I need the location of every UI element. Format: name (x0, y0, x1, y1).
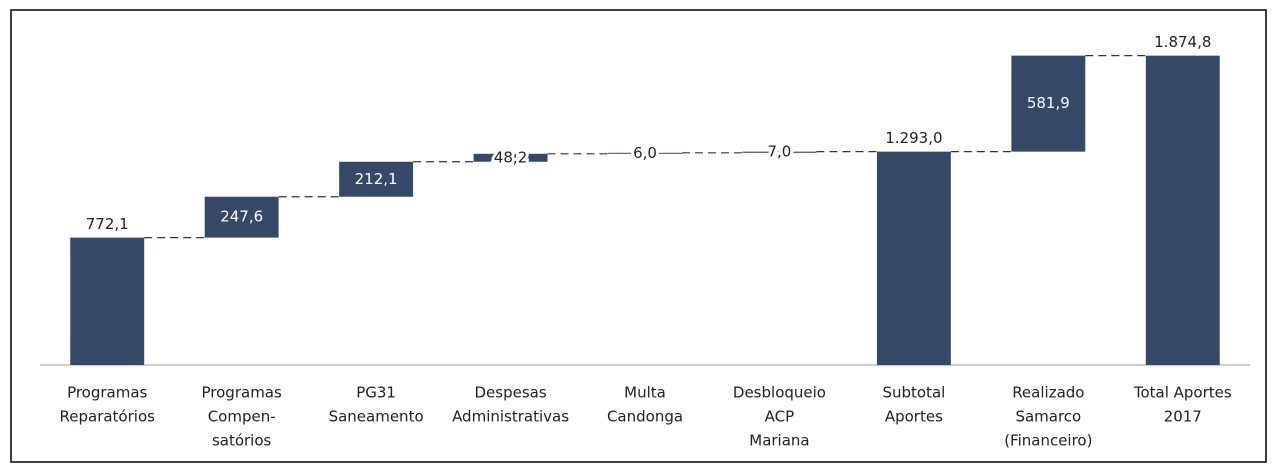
x-tick-label: satórios (212, 432, 272, 450)
x-tick-label: Saneamento (329, 408, 424, 426)
x-tick-label: ACP (765, 408, 795, 426)
x-tick-label: Multa (624, 384, 666, 402)
bar (1145, 55, 1220, 366)
value-label: 1.874,8 (1154, 33, 1211, 51)
x-tick-label: 2017 (1164, 408, 1202, 426)
value-label: 48,2 (494, 148, 527, 166)
x-tick-label: Realizado (1012, 384, 1084, 402)
x-tick-label: PG31 (356, 384, 396, 402)
x-tick-label: Total Aportes (1133, 384, 1232, 402)
x-tick-label: Programas (202, 384, 282, 402)
value-label: 212,1 (355, 170, 398, 188)
x-tick-label: Compen- (208, 408, 276, 426)
frame (10, 9, 1267, 463)
bar (339, 161, 414, 197)
bar (473, 153, 548, 162)
x-tick-label: Administrativas (452, 408, 569, 426)
x-tick-label: Programas (67, 384, 147, 402)
x-tick-label: Candonga (607, 408, 683, 426)
value-label: 772,1 (86, 215, 129, 233)
value-label: 6,0 (633, 144, 657, 162)
x-tick-label: Mariana (749, 432, 809, 450)
x-tick-label: Subtotal (882, 384, 945, 402)
x-tick-label: Desbloqueio (733, 384, 826, 402)
bar (742, 151, 817, 153)
x-tick-label: Reparatórios (60, 408, 156, 426)
value-label: 1.293,0 (885, 129, 942, 147)
value-label: 247,6 (220, 208, 263, 226)
bar (1011, 55, 1086, 152)
bar (70, 237, 145, 365)
bar (608, 152, 682, 154)
bar (876, 151, 951, 365)
x-tick-label: Aportes (885, 408, 943, 426)
x-tick-label: Despesas (474, 384, 546, 402)
bar (204, 196, 279, 238)
value-label: 581,9 (1027, 94, 1070, 112)
value-label: 7,0 (768, 143, 792, 161)
x-tick-label: Samarco (1015, 408, 1081, 426)
x-tick-label: (Financeiro) (1004, 432, 1092, 450)
